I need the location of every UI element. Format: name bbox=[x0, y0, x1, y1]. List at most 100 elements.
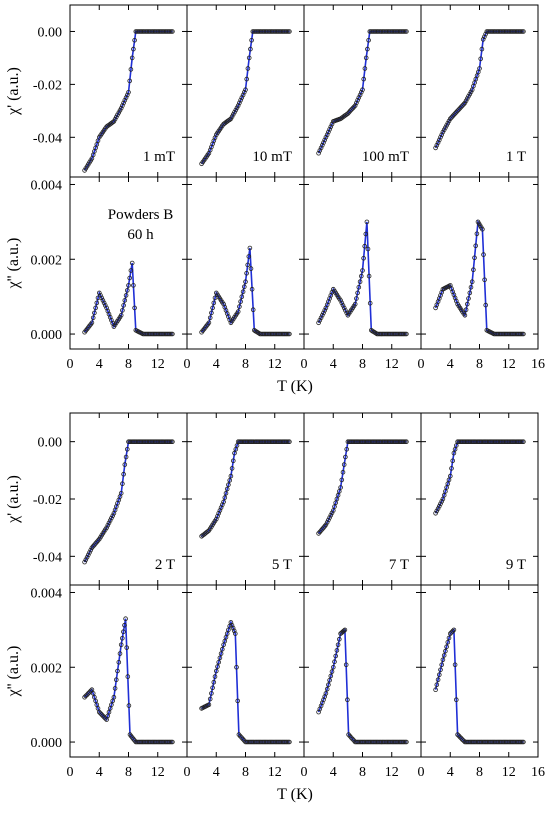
data-point bbox=[127, 78, 132, 84]
data-point bbox=[347, 108, 353, 114]
data-point bbox=[215, 513, 220, 519]
data-point bbox=[117, 108, 123, 113]
data-point bbox=[333, 653, 339, 659]
field-label: 1 T bbox=[506, 149, 526, 165]
data-point bbox=[234, 664, 239, 670]
y-tick-label: -0.04 bbox=[33, 550, 62, 565]
data-point bbox=[226, 627, 231, 633]
data-point bbox=[233, 107, 239, 113]
series-markers bbox=[316, 627, 409, 745]
data-point bbox=[438, 667, 443, 673]
data-point bbox=[98, 293, 103, 298]
data-point bbox=[250, 307, 256, 313]
data-point bbox=[97, 290, 102, 296]
data-point bbox=[518, 29, 524, 34]
data-point bbox=[436, 672, 442, 677]
data-point bbox=[455, 108, 460, 114]
data-point bbox=[249, 286, 255, 292]
data-point bbox=[473, 243, 479, 249]
data-point bbox=[338, 485, 343, 490]
data-point bbox=[284, 439, 290, 445]
data-point bbox=[248, 266, 254, 271]
x-tick-label: 8 bbox=[242, 765, 249, 780]
data-point bbox=[122, 298, 128, 303]
data-point bbox=[116, 110, 122, 115]
field-label: 10 mT bbox=[252, 149, 292, 165]
data-point bbox=[457, 105, 463, 111]
x-tick-label: 8 bbox=[125, 357, 132, 372]
data-point bbox=[327, 127, 332, 132]
data-point bbox=[317, 317, 323, 323]
x-tick-label: 0 bbox=[184, 357, 191, 372]
data-point bbox=[284, 739, 290, 745]
data-point bbox=[227, 117, 233, 122]
data-point bbox=[126, 703, 132, 708]
data-point bbox=[248, 46, 253, 52]
data-point bbox=[433, 145, 438, 151]
data-point bbox=[446, 635, 452, 641]
data-point bbox=[461, 101, 467, 107]
data-point bbox=[439, 132, 445, 138]
data-point bbox=[474, 231, 480, 237]
x-tick-label: 12 bbox=[151, 357, 165, 372]
data-point bbox=[118, 490, 124, 496]
data-point bbox=[435, 677, 441, 682]
series-markers bbox=[82, 29, 175, 173]
data-point bbox=[434, 142, 440, 148]
x-tick-label: 12 bbox=[151, 765, 165, 780]
panel-frame bbox=[303, 584, 422, 758]
data-point bbox=[125, 674, 131, 679]
series-markers bbox=[82, 260, 175, 337]
data-point bbox=[109, 515, 114, 521]
y-tick-label: 0.004 bbox=[31, 178, 63, 193]
series-markers bbox=[433, 219, 526, 337]
data-point bbox=[89, 320, 95, 326]
data-point bbox=[323, 522, 329, 528]
data-point bbox=[451, 112, 457, 118]
y-tick-label: -0.04 bbox=[33, 131, 62, 146]
data-point bbox=[101, 300, 107, 306]
data-point bbox=[318, 145, 324, 151]
data-point bbox=[227, 478, 233, 483]
data-point bbox=[328, 512, 334, 518]
data-point bbox=[482, 277, 487, 283]
data-point bbox=[435, 140, 441, 145]
series-line bbox=[317, 30, 407, 154]
data-point bbox=[464, 96, 470, 101]
series-markers bbox=[316, 29, 409, 156]
data-point bbox=[326, 129, 331, 135]
data-point bbox=[354, 296, 359, 301]
data-point bbox=[287, 29, 292, 34]
data-point bbox=[316, 150, 321, 156]
data-point bbox=[117, 651, 123, 656]
data-point bbox=[328, 673, 334, 679]
series-line bbox=[434, 219, 524, 335]
data-point bbox=[477, 66, 482, 71]
data-point bbox=[239, 294, 245, 300]
data-point bbox=[460, 103, 465, 108]
data-point bbox=[223, 490, 229, 496]
data-point bbox=[326, 682, 331, 687]
data-point bbox=[86, 691, 91, 696]
x-tick-label: 12 bbox=[268, 357, 282, 372]
data-point bbox=[483, 31, 488, 37]
data-point bbox=[435, 506, 441, 511]
data-point bbox=[84, 692, 90, 697]
data-point bbox=[226, 482, 231, 488]
data-point bbox=[246, 254, 252, 259]
data-point bbox=[447, 631, 453, 636]
data-point bbox=[316, 320, 321, 326]
x-tick-label: 0 bbox=[67, 357, 74, 372]
series-line bbox=[317, 221, 407, 335]
data-point bbox=[326, 517, 331, 523]
data-point bbox=[358, 273, 364, 279]
data-point bbox=[170, 439, 175, 445]
panel-chi-imag-100mt bbox=[303, 176, 422, 350]
series-markers bbox=[199, 29, 292, 167]
data-point bbox=[443, 489, 448, 494]
data-point bbox=[103, 716, 108, 721]
data-point bbox=[521, 739, 526, 745]
data-point bbox=[240, 736, 246, 742]
data-point bbox=[233, 631, 238, 636]
